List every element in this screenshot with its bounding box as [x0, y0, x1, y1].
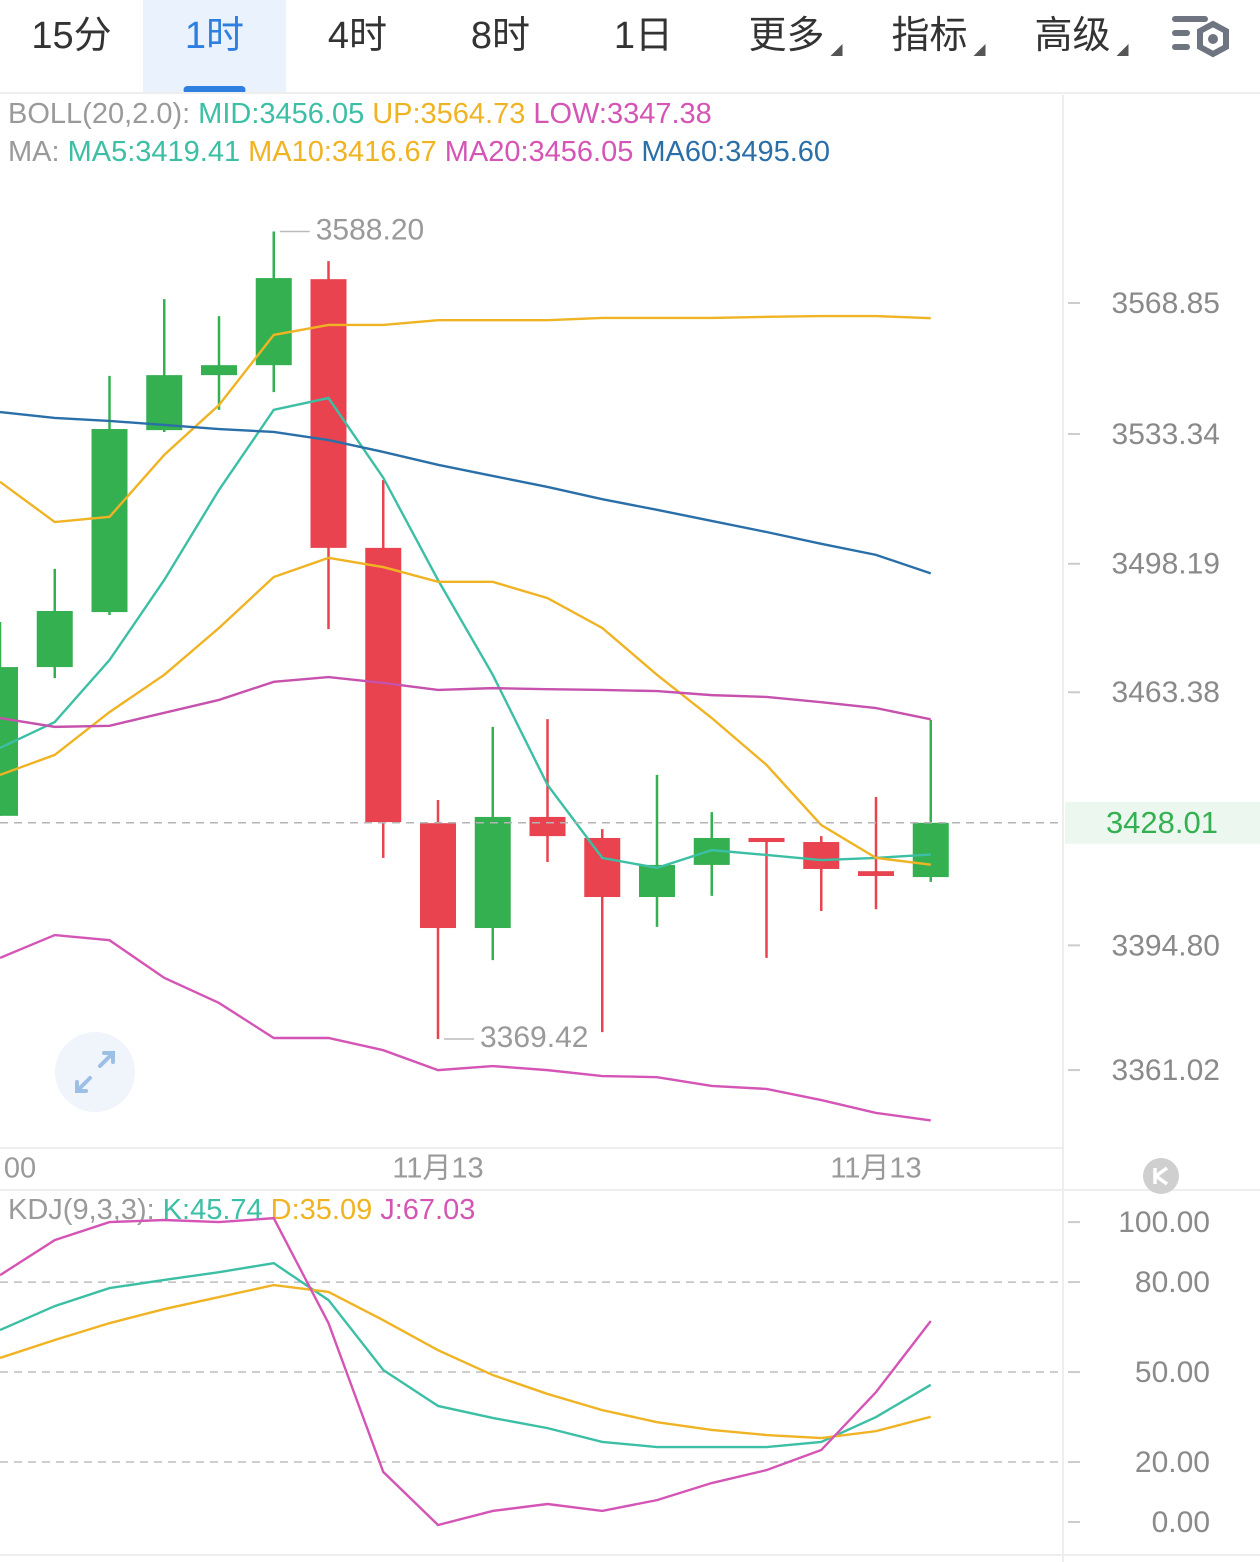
candle-body	[91, 429, 128, 613]
tab[interactable]: 更多	[748, 15, 843, 57]
tab-label: 高级	[1034, 15, 1110, 57]
tab[interactable]: 4时	[328, 15, 387, 57]
last-price-label: 3428.01	[1106, 805, 1218, 840]
legend-label: MA:	[8, 136, 60, 168]
legend-item: MA10:3416.67	[248, 136, 437, 168]
indicator-line	[0, 314, 931, 524]
tab-label: 1日	[614, 15, 673, 57]
tab[interactable]: 1时	[143, 0, 286, 94]
expand-button[interactable]	[55, 1032, 135, 1112]
last-price-tag	[1065, 801, 1260, 844]
y-tick-label: 0.00	[1152, 1506, 1210, 1539]
tab[interactable]: 高级	[1034, 15, 1129, 57]
tab-label: 更多	[748, 15, 824, 57]
tab-highlight	[143, 0, 286, 93]
tab[interactable]: 指标	[891, 15, 986, 57]
y-tick-label: 100.00	[1118, 1206, 1210, 1239]
settings-icon[interactable]	[1172, 16, 1229, 58]
candle-body	[639, 864, 675, 898]
tab-label: 8时	[471, 15, 530, 57]
legend-item: MA60:3495.60	[641, 136, 830, 168]
plot-area	[0, 1216, 932, 1527]
tab-label: 1时	[185, 15, 244, 57]
indicator-line	[0, 933, 931, 1122]
candle-body	[310, 279, 347, 548]
y-tick-label: 3394.80	[1112, 929, 1220, 962]
tab[interactable]: 8时	[471, 15, 530, 57]
tab-label: 15分	[31, 15, 111, 57]
legend: KDJ(9,3,3): K:45.74 D:35.09 J:67.03	[8, 1194, 475, 1226]
tab-label: 指标	[891, 15, 967, 57]
plot-area	[0, 231, 949, 1122]
extreme-label: 3588.20	[316, 213, 424, 246]
candle-body	[146, 375, 183, 431]
extreme-label: 3369.42	[480, 1021, 588, 1054]
y-tick-label: 3533.34	[1112, 418, 1220, 451]
tab-label: 4时	[328, 15, 387, 57]
legend-item: D:35.09	[271, 1194, 373, 1226]
candle-body	[201, 365, 237, 376]
y-tick-label: 80.00	[1135, 1266, 1210, 1299]
candle-body	[0, 667, 18, 816]
candle-body	[584, 837, 621, 898]
tab-bar: 15分 1时 4时 8时 1日 更多 指标 高级	[31, 0, 1129, 94]
y-tick-label: 50.00	[1135, 1356, 1210, 1389]
x-tick-label: 11月13	[392, 1153, 483, 1185]
kdj-line	[0, 1261, 932, 1449]
legend-item: MID:3456.05	[198, 98, 364, 130]
legend: MA: MA5:3419.41 MA10:3416.67 MA20:3456.05 MA…	[8, 136, 830, 168]
indicator-line	[0, 556, 931, 866]
candle-body	[420, 823, 456, 929]
legend: BOLL(20,2.0): MID:3456.05 UP:3564.73 LOW:33…	[8, 98, 712, 130]
candle-body	[36, 610, 73, 668]
candle-body	[912, 822, 949, 878]
y-tick-label: 3463.38	[1112, 676, 1220, 709]
candle-body	[474, 816, 511, 929]
tab[interactable]: 1日	[614, 15, 673, 57]
legend-item: MA20:3456.05	[445, 136, 634, 168]
legend-item: MA5:3419.41	[68, 136, 241, 168]
candle-body	[803, 842, 840, 869]
candle-body	[529, 816, 566, 837]
kdj-line	[0, 1216, 932, 1527]
dropdown-arrow	[830, 44, 843, 56]
legend-item: LOW:3347.38	[533, 98, 711, 130]
k-line-button[interactable]	[1143, 1158, 1179, 1194]
dropdown-arrow	[1116, 44, 1129, 56]
dropdown-arrow	[973, 44, 986, 56]
y-tick-label: 3568.85	[1112, 287, 1220, 320]
x-tick-label: 00	[4, 1153, 36, 1185]
y-tick-label: 3498.19	[1112, 548, 1220, 581]
candle-body	[858, 871, 894, 876]
indicator-line	[0, 396, 931, 870]
indicator-line	[0, 675, 931, 729]
kdj-line	[0, 1283, 932, 1440]
candle-body	[748, 837, 785, 843]
price-panel: BOLL(20,2.0): MID:3456.05 UP:3564.73 LOW:33…	[0, 98, 1260, 1185]
y-tick-label: 20.00	[1135, 1446, 1210, 1479]
indicator-line	[0, 410, 932, 575]
x-tick-label: 11月13	[830, 1153, 921, 1185]
legend-item: J:67.03	[380, 1194, 475, 1226]
legend-label: BOLL(20,2.0):	[8, 98, 190, 130]
y-tick-label: 3361.02	[1112, 1054, 1220, 1087]
kdj-panel: KDJ(9,3,3): K:45.74 D:35.09 J:67.03 100.00 80…	[0, 1194, 1210, 1539]
legend-item: UP:3564.73	[372, 98, 525, 130]
tab[interactable]: 15分	[31, 15, 111, 57]
